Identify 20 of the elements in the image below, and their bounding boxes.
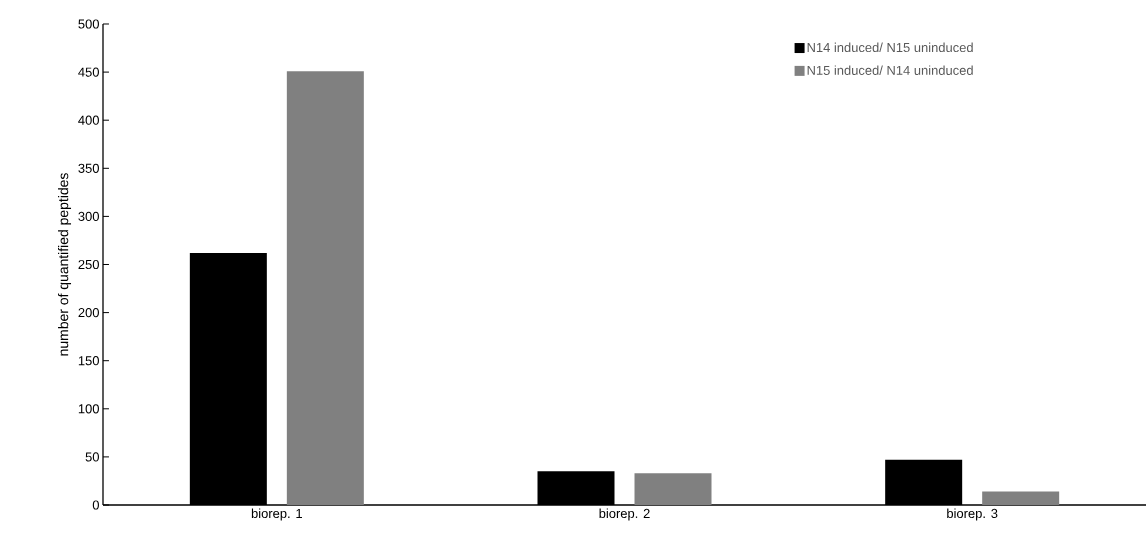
y-tick-label: 500 [78,19,99,29]
y-tick-label: 200 [78,308,99,318]
y-axis-title: number of quantified peptides [58,173,72,356]
bar [286,71,364,505]
y-tick-label: 300 [78,211,99,221]
legend-label: N14 induced/ N15 uninduced [807,42,973,53]
bar [634,473,712,505]
y-tick-label: 100 [78,404,99,414]
y-tick-label: 250 [78,259,99,270]
x-tick-label: biorep. 3 [947,508,998,521]
y-tick-label: 0 [92,500,99,510]
y-tick-label: 400 [78,115,99,125]
x-tick-label: biorep. 1 [251,508,302,521]
y-tick-label: 50 [85,452,99,462]
x-tick-label: biorep. 2 [599,508,650,521]
bar [982,491,1060,505]
y-tick-label: 450 [78,67,99,77]
y-tick-label: 350 [78,163,99,173]
y-tick-label: 150 [78,356,99,366]
legend-label: N15 induced/ N14 uninduced [807,65,973,75]
